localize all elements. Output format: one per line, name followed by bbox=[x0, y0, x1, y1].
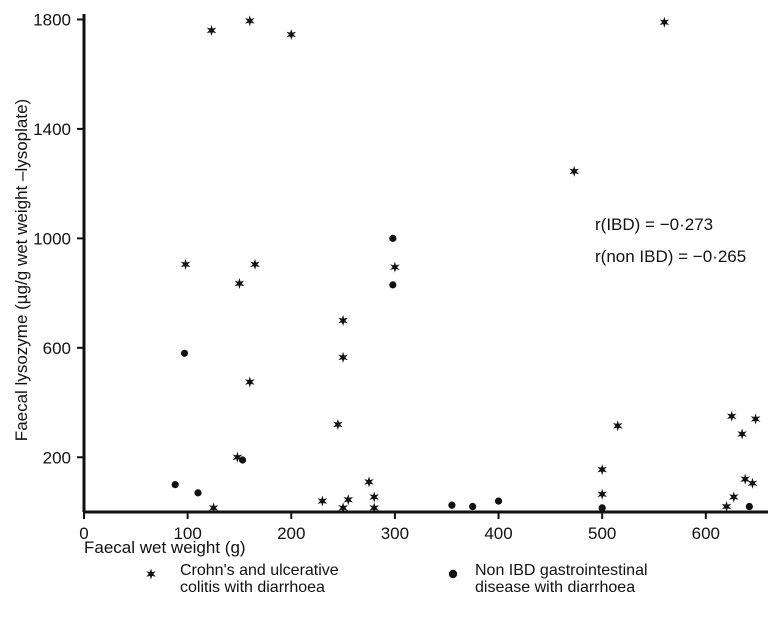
axes bbox=[82, 14, 768, 514]
star-point bbox=[206, 24, 217, 36]
star-point bbox=[747, 477, 758, 489]
star-point bbox=[286, 29, 297, 41]
star-point bbox=[569, 165, 579, 177]
marks bbox=[171, 15, 761, 514]
star-point bbox=[369, 502, 379, 514]
legend-label-non-ibd-line1: Non IBD gastrointestinal bbox=[475, 562, 648, 579]
star-point bbox=[317, 495, 328, 507]
star-point bbox=[750, 413, 761, 425]
star-point bbox=[234, 278, 245, 290]
legend-dot-marker bbox=[448, 569, 458, 579]
legend-label-non-ibd: Non IBD gastrointestinal disease with di… bbox=[475, 562, 652, 596]
legend-label-ibd: Crohn's and ulcerative colitis with diar… bbox=[180, 562, 343, 596]
x-tick-label: 400 bbox=[484, 524, 512, 543]
legend-label-non-ibd-line2: disease with diarrhoea bbox=[475, 579, 635, 596]
star-point bbox=[338, 351, 348, 363]
x-tick-label: 0 bbox=[79, 524, 88, 543]
r-non-ibd-annotation: r(non IBD) = −0·265 bbox=[595, 247, 746, 266]
star-point bbox=[729, 491, 739, 503]
star-point bbox=[208, 502, 219, 514]
x-tick-label: 300 bbox=[381, 524, 409, 543]
star-point bbox=[726, 410, 737, 422]
legend: Crohn's and ulcerative colitis with diar… bbox=[146, 562, 652, 596]
star-point bbox=[740, 473, 750, 485]
x-tick-label: 500 bbox=[588, 524, 616, 543]
x-axis-title: Faecal wet weight (g) bbox=[84, 538, 246, 557]
legend-label-ibd-line1: Crohn's and ulcerative bbox=[180, 562, 339, 579]
star-point bbox=[245, 15, 255, 27]
y-axis-title: Faecal lysozyme (µg/g wet weight –lysopl… bbox=[12, 99, 31, 441]
dot-point bbox=[448, 501, 456, 509]
y-tick-label: 1000 bbox=[33, 229, 71, 248]
ticks: 0 100 200 300 400 500 600 200 600 1000 1400 1800 bbox=[33, 10, 720, 543]
legend-star-marker bbox=[146, 568, 156, 580]
star-point bbox=[737, 428, 747, 440]
dot-point bbox=[598, 504, 606, 512]
dot-point bbox=[194, 489, 202, 497]
star-point bbox=[338, 314, 348, 326]
x-tick-label: 100 bbox=[173, 524, 201, 543]
star-point bbox=[612, 420, 623, 432]
dot-point bbox=[389, 281, 397, 289]
star-point bbox=[333, 418, 343, 430]
star-point bbox=[390, 261, 400, 273]
star-point bbox=[597, 464, 607, 476]
star-point bbox=[597, 488, 607, 500]
star-point bbox=[659, 16, 670, 28]
star-point bbox=[721, 501, 732, 513]
legend-star-shape bbox=[146, 568, 156, 580]
legend-label-ibd-line2: colitis with diarrhoea bbox=[180, 579, 325, 596]
x-tick-label: 600 bbox=[692, 524, 720, 543]
dot-point bbox=[494, 497, 503, 505]
y-tick-label: 1800 bbox=[33, 10, 71, 29]
star-point bbox=[180, 258, 191, 270]
dot-point bbox=[180, 349, 189, 357]
y-tick-label: 600 bbox=[43, 339, 71, 358]
dot-point bbox=[469, 502, 477, 511]
dot-point bbox=[745, 502, 753, 511]
dot-point bbox=[389, 234, 397, 242]
star-point bbox=[369, 491, 379, 503]
r-ibd-annotation: r(IBD) = −0·273 bbox=[595, 215, 713, 234]
y-tick-label: 1400 bbox=[33, 120, 71, 139]
star-point bbox=[245, 376, 255, 388]
dot-point bbox=[171, 481, 179, 489]
star-point bbox=[338, 502, 348, 514]
x-tick-label: 200 bbox=[277, 524, 305, 543]
star-point bbox=[364, 476, 374, 488]
star-point bbox=[232, 451, 243, 463]
star-point bbox=[343, 494, 354, 506]
star-point bbox=[250, 258, 260, 270]
dot-point bbox=[238, 456, 247, 464]
y-tick-label: 200 bbox=[43, 448, 71, 467]
